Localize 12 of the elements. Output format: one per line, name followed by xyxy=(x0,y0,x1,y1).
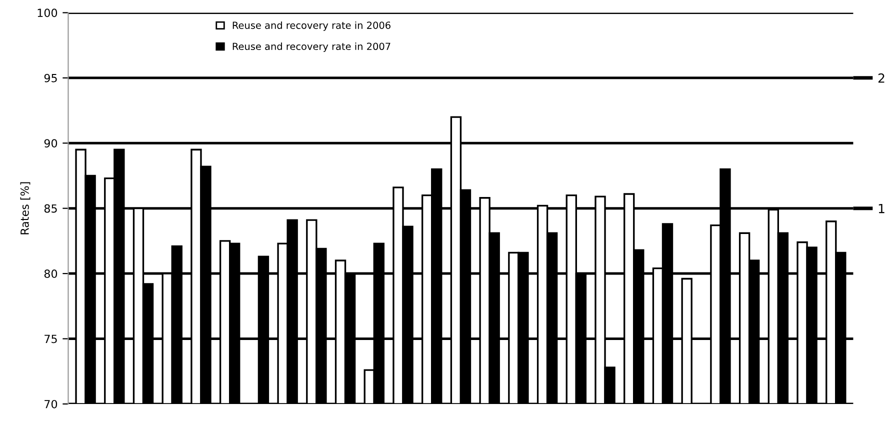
y-tick-label: 90 xyxy=(44,139,58,148)
y2-tick-label: 1 xyxy=(878,204,884,214)
y-tick-label: 100 xyxy=(38,8,58,18)
legend-label: Reuse and recovery rate in 2006 xyxy=(232,21,390,31)
legend-label: Reuse and recovery rate in 2007 xyxy=(232,42,390,52)
y-tick-label: 70 xyxy=(44,400,58,408)
y-tick-label: 80 xyxy=(44,270,58,278)
y-tick-label: 85 xyxy=(44,204,57,213)
y2-tick-label: 2 xyxy=(878,73,884,83)
y-tick-label: 75 xyxy=(44,334,57,344)
y-axis-title: Rates [%] xyxy=(20,182,30,234)
y-tick-label: 95 xyxy=(44,74,57,82)
